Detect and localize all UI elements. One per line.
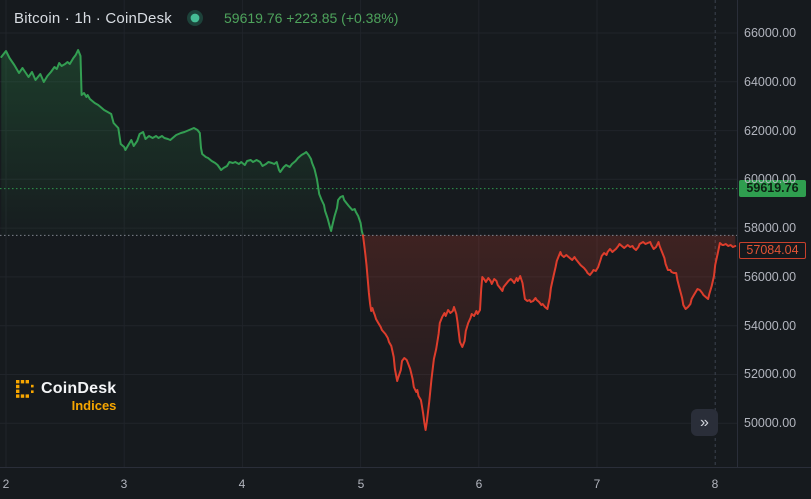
live-dot-icon [187, 10, 203, 26]
time-tick-label: 5 [357, 477, 365, 491]
last-value-label: 57084.04 [739, 242, 806, 259]
price-tick-label: 50000.00 [744, 416, 797, 430]
chart-plot-area[interactable] [0, 0, 737, 467]
price-tick-label: 66000.00 [744, 26, 797, 40]
expand-chart-button[interactable]: » [691, 409, 718, 436]
time-tick-label: 4 [238, 477, 246, 491]
time-tick-label: 6 [475, 477, 483, 491]
price-tick-label: 60000.00 [744, 172, 797, 186]
symbol-title[interactable]: Bitcoin · 1h · CoinDesk [14, 9, 172, 27]
logo-sub: Indices [71, 398, 117, 413]
live-status-dot [186, 9, 204, 27]
price-tick-label: 56000.00 [744, 270, 797, 284]
above-baseline-area-fill [1, 50, 364, 236]
price-chart-canvas[interactable] [0, 0, 737, 467]
coindesk-logo-icon [16, 380, 34, 398]
logo-brand: CoinDesk [41, 380, 117, 397]
price-tick-label: 64000.00 [744, 75, 797, 89]
coindesk-indices-logo[interactable]: CoinDesk Indices [16, 380, 116, 413]
time-tick-label: 7 [593, 477, 601, 491]
price-tick-label: 54000.00 [744, 319, 797, 333]
price-axis[interactable]: 59619.76 57084.04 66000.00 64000.00 62000.… [737, 0, 811, 467]
time-tick-label: 3 [120, 477, 128, 491]
current-price-badge: 59619.76 [739, 180, 806, 197]
time-tick-label: 2 [2, 477, 10, 491]
time-axis[interactable]: 2 3 4 5 6 7 8 [0, 467, 811, 499]
below-baseline-area-fill [363, 235, 736, 430]
logo-text: CoinDesk Indices [41, 380, 116, 413]
quote-change-text: 59619.76 +223.85 (+0.38%) [224, 10, 399, 26]
above-baseline-price-line [0, 49, 364, 237]
price-tick-label: 52000.00 [744, 367, 797, 381]
below-baseline-price-line [362, 234, 737, 431]
price-tick-label: 58000.00 [744, 221, 797, 235]
time-tick-label: 8 [711, 477, 719, 491]
chart-legend: Bitcoin · 1h · CoinDesk 59619.76 +223.85… [14, 9, 398, 27]
price-tick-label: 62000.00 [744, 124, 797, 138]
